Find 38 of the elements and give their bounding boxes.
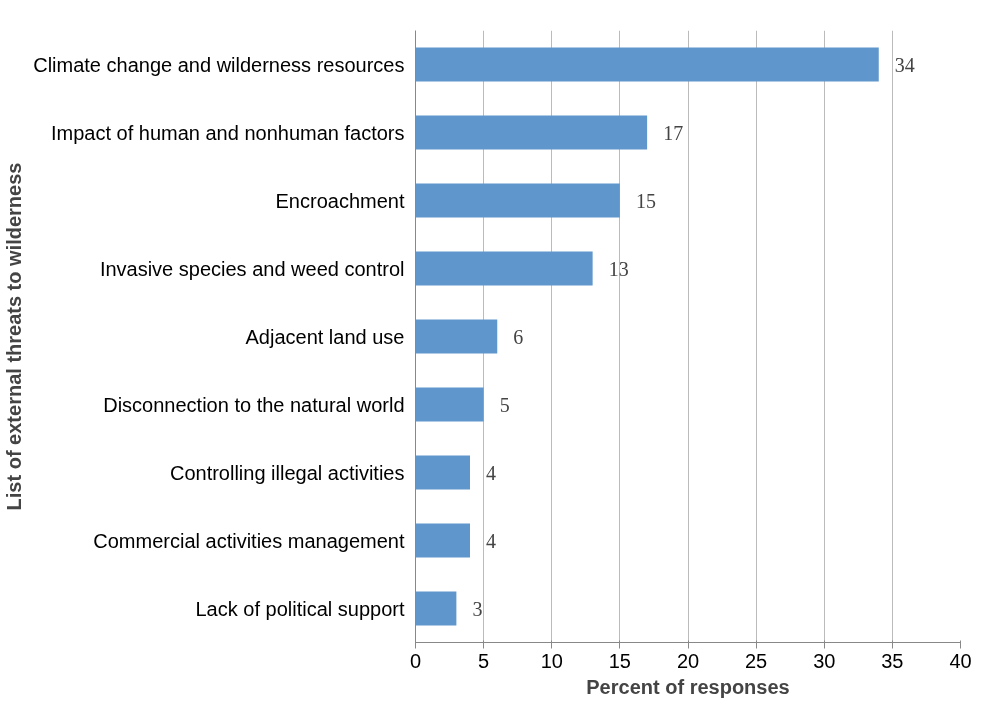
y-axis-title: List of external threats to wilderness [3,162,26,511]
bar [415,319,498,354]
data-label: 6 [513,325,524,348]
x-axis-title: Percent of responses [586,675,790,698]
bar [415,455,470,490]
y-tick-label: Invasive species and weed control [99,257,405,280]
y-tick-label: Impact of human and nonhuman factors [50,121,405,144]
x-tick-label: 0 [409,649,422,672]
bar [415,251,593,286]
x-tick-label: 20 [676,649,700,672]
x-tick-label: 5 [478,649,490,672]
y-tick-label: Encroachment [275,189,405,212]
x-tick-label: 15 [608,649,631,672]
bar [415,115,648,150]
y-tick-label: Commercial activities management [93,529,405,552]
bar [415,183,620,218]
x-tick-label: 40 [949,649,972,672]
data-label: 3 [472,597,483,620]
data-label: 34 [894,53,915,76]
y-tick-label: Controlling illegal activities [169,461,405,484]
bar [415,523,470,558]
bar [415,47,879,82]
y-tick-label: Climate change and wilderness resources [33,53,405,76]
x-tick-label: 30 [813,649,836,672]
data-label: 13 [608,257,629,280]
y-tick-label: Lack of political support [195,597,405,620]
x-tick-label: 35 [881,649,904,672]
x-tick-label: 10 [540,649,563,672]
data-label: 5 [499,393,510,416]
x-tick-label: 25 [745,649,768,672]
bar [415,387,484,422]
y-tick-label: Disconnection to the natural world [103,393,405,416]
bar [415,591,457,626]
data-label: 17 [663,121,684,144]
y-tick-label: Adjacent land use [245,325,405,348]
data-label: 15 [635,189,656,212]
data-label: 4 [486,461,496,484]
data-label: 4 [486,529,496,552]
